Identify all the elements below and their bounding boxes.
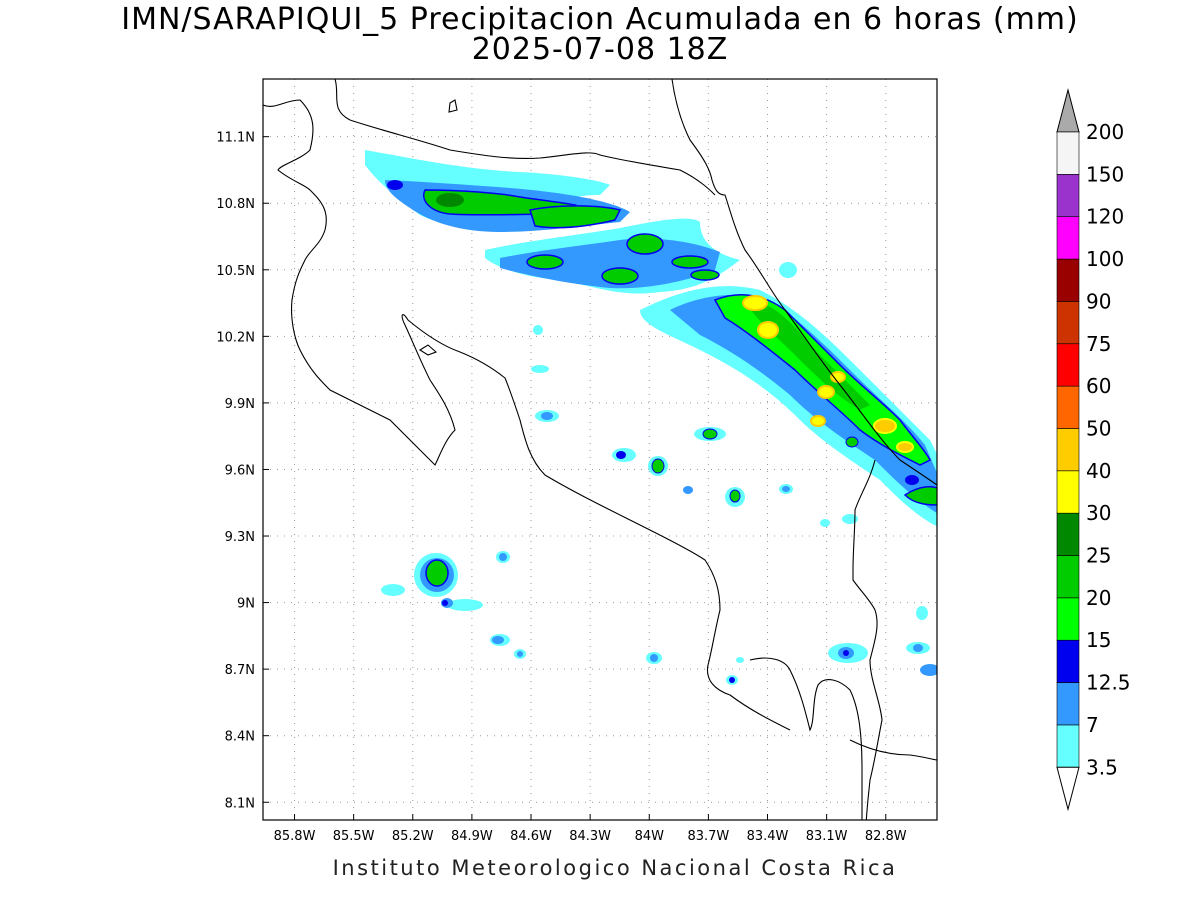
x-tick-label: 84.6W: [510, 829, 552, 844]
y-tick-label: 8.1N: [225, 796, 255, 811]
colorbar-bottom-arrow: [1056, 766, 1080, 812]
precip-band-north: [365, 150, 630, 232]
colorbar-swatch: [1056, 385, 1080, 429]
x-tick-label: 85.5W: [333, 829, 375, 844]
colorbar-level-label: 50: [1086, 416, 1111, 440]
colorbar-level-label: 15: [1086, 628, 1111, 652]
plot-frame: [262, 78, 938, 821]
y-tick-label: 9.6N: [225, 463, 255, 478]
colorbar-level-label: 60: [1086, 374, 1111, 398]
colorbar-level-label: 40: [1086, 459, 1111, 483]
colorbar-swatch: [1056, 131, 1080, 175]
colorbar-swatch: [1056, 258, 1080, 302]
y-tick-label: 8.4N: [225, 730, 255, 745]
map-subtitle-datetime: 2025-07-08 18Z: [471, 32, 729, 67]
colorbar-level-label: 12.5: [1086, 671, 1131, 695]
colorbar-level-label: 100: [1086, 247, 1124, 271]
colorbar-level-label: 30: [1086, 501, 1111, 525]
colorbar-swatch: [1056, 301, 1080, 345]
y-tick-label: 10.8N: [216, 197, 255, 212]
colorbar-swatch: [1056, 682, 1080, 726]
y-tick-label: 10.2N: [216, 330, 255, 345]
colorbar-level-label: 20: [1086, 586, 1111, 610]
x-tick-label: 83.1W: [806, 829, 848, 844]
x-tick-label: 82.8W: [865, 829, 907, 844]
precip-band-central: [485, 218, 740, 294]
panama-border: [852, 459, 883, 820]
longitude-labels: 85.8W 85.5W 85.2W 84.9W 84.6W 84.3W 84W 83.7W 83…: [274, 814, 907, 844]
colorbar-level-label: 7: [1086, 713, 1099, 737]
x-tick-label: 84W: [635, 829, 665, 844]
y-tick-label: 10.5N: [216, 264, 255, 279]
colorbar-swatch: [1056, 343, 1080, 387]
y-tick-label: 9N: [237, 597, 255, 612]
x-tick-label: 83.4W: [747, 829, 789, 844]
grid-lines: [263, 79, 937, 820]
precip-scattered-cells: [381, 262, 937, 685]
colorbar-level-label: 90: [1086, 289, 1111, 313]
colorbar-swatch: [1056, 555, 1080, 599]
caribbean-coast: [671, 79, 937, 486]
nicaragua-border: [334, 79, 716, 196]
colorbar-level-label: 150: [1086, 162, 1124, 186]
burica-coast: [849, 739, 937, 761]
colorbar-legend: 3.5 7 12.5 15 20 25 30 40 50 60 75 90 100 120 150 200: [1056, 88, 1131, 812]
osa-peninsula: [749, 657, 863, 820]
coast-pacific-north: [263, 99, 791, 731]
latitude-labels: 11.1N 10.8N 10.5N 10.2N 9.9N 9.6N 9.3N 9N 8.7N 8.…: [216, 131, 269, 811]
colorbar-top-arrow: [1056, 88, 1080, 133]
colorbar-swatch: [1056, 724, 1080, 768]
institution-footer: Instituto Meteorologico Nacional Costa R…: [332, 856, 898, 880]
y-tick-label: 8.7N: [225, 663, 255, 678]
y-tick-label: 9.9N: [225, 397, 255, 412]
precipitation-field: [365, 150, 937, 685]
x-tick-label: 85.2W: [392, 829, 434, 844]
y-tick-label: 11.1N: [216, 131, 255, 146]
x-tick-label: 84.9W: [451, 829, 493, 844]
colorbar-swatch: [1056, 470, 1080, 514]
map-title: IMN/SARAPIQUI_5 Precipitacion Acumulada …: [121, 2, 1079, 37]
colorbar-level-label: 25: [1086, 544, 1111, 568]
colorbar-swatch: [1056, 639, 1080, 683]
colorbar-swatch: [1056, 174, 1080, 218]
y-tick-label: 9.3N: [225, 530, 255, 545]
x-tick-label: 85.8W: [274, 829, 316, 844]
colorbar-swatch: [1056, 428, 1080, 472]
colorbar-level-label: 3.5: [1086, 755, 1118, 779]
coastline-borders: [263, 79, 937, 820]
colorbar-level-label: 200: [1086, 120, 1124, 144]
colorbar-swatch: [1056, 512, 1080, 556]
x-tick-label: 83.7W: [687, 829, 729, 844]
colorbar-level-label: 75: [1086, 332, 1111, 356]
nicoya-island: [418, 344, 438, 356]
colorbar-swatch: [1056, 597, 1080, 641]
lake-nicaragua-island: [448, 99, 458, 113]
colorbar-swatch: [1056, 216, 1080, 260]
precip-band-caribbean: [640, 286, 937, 527]
x-tick-label: 84.3W: [569, 829, 611, 844]
colorbar-level-label: 120: [1086, 205, 1124, 229]
